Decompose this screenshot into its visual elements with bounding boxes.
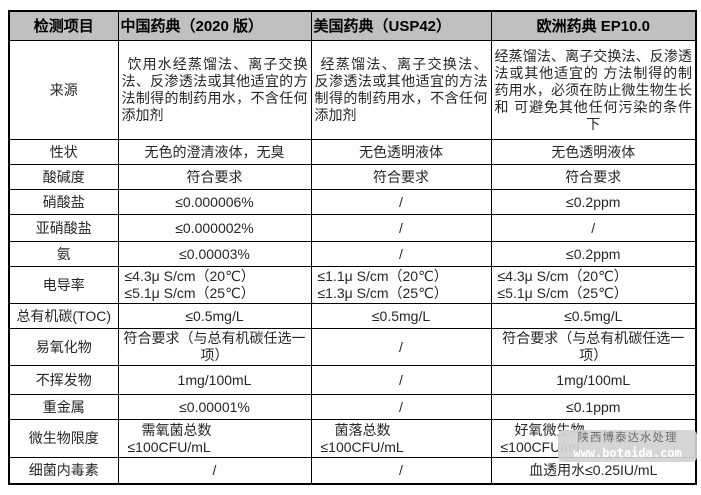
cell-china: / bbox=[117, 457, 312, 485]
row-label: 不挥发物 bbox=[8, 365, 119, 395]
watermark-website-url: www.botaida.com bbox=[573, 446, 682, 460]
table-row-ammonia: 氨 ≤0.00003% / ≤0.2ppm bbox=[8, 241, 697, 267]
cell-europe: ≤0.2ppm bbox=[490, 189, 697, 215]
table-row-conductivity: 电导率 ≤4.3μ S/cm（20℃） ≤5.1μ S/cm（25℃） ≤1.1… bbox=[8, 266, 697, 304]
cell-europe: 无色透明液体 bbox=[490, 139, 697, 165]
cell-china: ≤0.00003% bbox=[117, 241, 312, 267]
header-test-item: 检测项目 bbox=[8, 10, 119, 41]
header-chinese-pharmacopoeia: 中国药典（2020 版） bbox=[117, 10, 312, 41]
cell-europe: ≤0.5mg/L bbox=[490, 303, 697, 329]
cell-usa: 经蒸馏法、离子交换法、反渗透法或其他适宜的方法制得的制药用水，不含任何添加剂 bbox=[310, 40, 492, 140]
cell-usa: / bbox=[310, 214, 492, 242]
cell-china: 符合要求（与总有机碳任选一项） bbox=[117, 328, 312, 366]
row-label: 易氧化物 bbox=[8, 328, 119, 366]
cell-europe: / bbox=[490, 214, 697, 242]
table-body: 来源 饮用水经蒸馏法、离子交换法、反渗透法或其他适宜的方法制得的制药用水，不含任… bbox=[8, 40, 697, 485]
row-label: 电导率 bbox=[8, 266, 119, 304]
header-us-pharmacopoeia: 美国药典（USP42） bbox=[310, 10, 492, 41]
cell-europe: 符合要求 bbox=[490, 164, 697, 190]
header-european-pharmacopoeia: 欧洲药典 EP10.0 bbox=[490, 10, 697, 41]
cell-china: 符合要求 bbox=[117, 164, 312, 190]
cell-china: ≤0.5mg/L bbox=[117, 303, 312, 329]
row-label: 微生物限度 bbox=[8, 419, 119, 458]
cell-china: ≤4.3μ S/cm（20℃） ≤5.1μ S/cm（25℃） bbox=[117, 266, 312, 304]
cell-europe: ≤0.2ppm bbox=[490, 241, 697, 267]
table-row-nitrite: 亚硝酸盐 ≤0.000002% / / bbox=[8, 214, 697, 242]
cell-usa: ≤0.5mg/L bbox=[310, 303, 492, 329]
cell-europe: ≤0.1ppm bbox=[490, 394, 697, 420]
cell-usa: 符合要求 bbox=[310, 164, 492, 190]
table-row-nonvolatile: 不挥发物 1mg/100mL / 1mg/100mL bbox=[8, 365, 697, 395]
row-label: 氨 bbox=[8, 241, 119, 267]
row-label: 硝酸盐 bbox=[8, 189, 119, 215]
pharmacopoeia-comparison-table: 检测项目 中国药典（2020 版） 美国药典（USP42） 欧洲药典 EP10.… bbox=[8, 10, 697, 485]
row-label: 总有机碳(TOC) bbox=[8, 303, 119, 329]
watermark: 陕西博泰达水处理 www.botaida.com bbox=[558, 430, 697, 462]
cell-usa: / bbox=[310, 328, 492, 366]
cell-usa: / bbox=[310, 394, 492, 420]
cell-usa: ≤1.1μ S/cm（20℃） ≤1.3μ S/cm（25℃） bbox=[310, 266, 492, 304]
cell-europe: 符合要求（与总有机碳任选一项） bbox=[490, 328, 697, 366]
table-row-source: 来源 饮用水经蒸馏法、离子交换法、反渗透法或其他适宜的方法制得的制药用水，不含任… bbox=[8, 40, 697, 140]
table-row-toc: 总有机碳(TOC) ≤0.5mg/L ≤0.5mg/L ≤0.5mg/L bbox=[8, 303, 697, 329]
cell-usa: / bbox=[310, 189, 492, 215]
row-label: 来源 bbox=[8, 40, 119, 140]
cell-china: 饮用水经蒸馏法、离子交换法、反渗透法或其他适宜的方法制得的制药用水，不含任何添加… bbox=[117, 40, 312, 140]
row-label: 亚硝酸盐 bbox=[8, 214, 119, 242]
cell-china: ≤0.00001% bbox=[117, 394, 312, 420]
table-row-appearance: 性状 无色的澄清液体，无臭 无色透明液体 无色透明液体 bbox=[8, 139, 697, 165]
cell-china: 1mg/100mL bbox=[117, 365, 312, 395]
row-label: 性状 bbox=[8, 139, 119, 165]
cell-europe: ≤4.3μ S/cm（20℃） ≤5.1μ S/cm（25℃） bbox=[490, 266, 697, 304]
row-label: 重金属 bbox=[8, 394, 119, 420]
row-label: 细菌内毒素 bbox=[8, 457, 119, 485]
cell-europe: 1mg/100mL bbox=[490, 365, 697, 395]
table-header: 检测项目 中国药典（2020 版） 美国药典（USP42） 欧洲药典 EP10.… bbox=[8, 10, 697, 41]
watermark-company-name: 陕西博泰达水处理 bbox=[577, 432, 678, 444]
row-label: 酸碱度 bbox=[8, 164, 119, 190]
cell-china: 无色的澄清液体，无臭 bbox=[117, 139, 312, 165]
cell-usa: / bbox=[310, 241, 492, 267]
cell-usa: 菌落总数 ≤100CFU/mL bbox=[310, 419, 492, 458]
table-row-heavy-metals: 重金属 ≤0.00001% / ≤0.1ppm bbox=[8, 394, 697, 420]
table-row-oxidizable: 易氧化物 符合要求（与总有机碳任选一项） / 符合要求（与总有机碳任选一项） bbox=[8, 328, 697, 366]
table-row-nitrate: 硝酸盐 ≤0.000006% / ≤0.2ppm bbox=[8, 189, 697, 215]
header-row: 检测项目 中国药典（2020 版） 美国药典（USP42） 欧洲药典 EP10.… bbox=[8, 10, 697, 41]
cell-china: ≤0.000002% bbox=[117, 214, 312, 242]
cell-china: ≤0.000006% bbox=[117, 189, 312, 215]
cell-europe: 经蒸馏法、离子交换法、反渗透法或其他适宜的 方法制得的制药用水，必须在防止微生物… bbox=[490, 40, 697, 140]
table-row-ph: 酸碱度 符合要求 符合要求 符合要求 bbox=[8, 164, 697, 190]
cell-usa: / bbox=[310, 457, 492, 485]
cell-usa: / bbox=[310, 365, 492, 395]
cell-usa: 无色透明液体 bbox=[310, 139, 492, 165]
cell-china: 需氧菌总数 ≤100CFU/mL bbox=[117, 419, 312, 458]
